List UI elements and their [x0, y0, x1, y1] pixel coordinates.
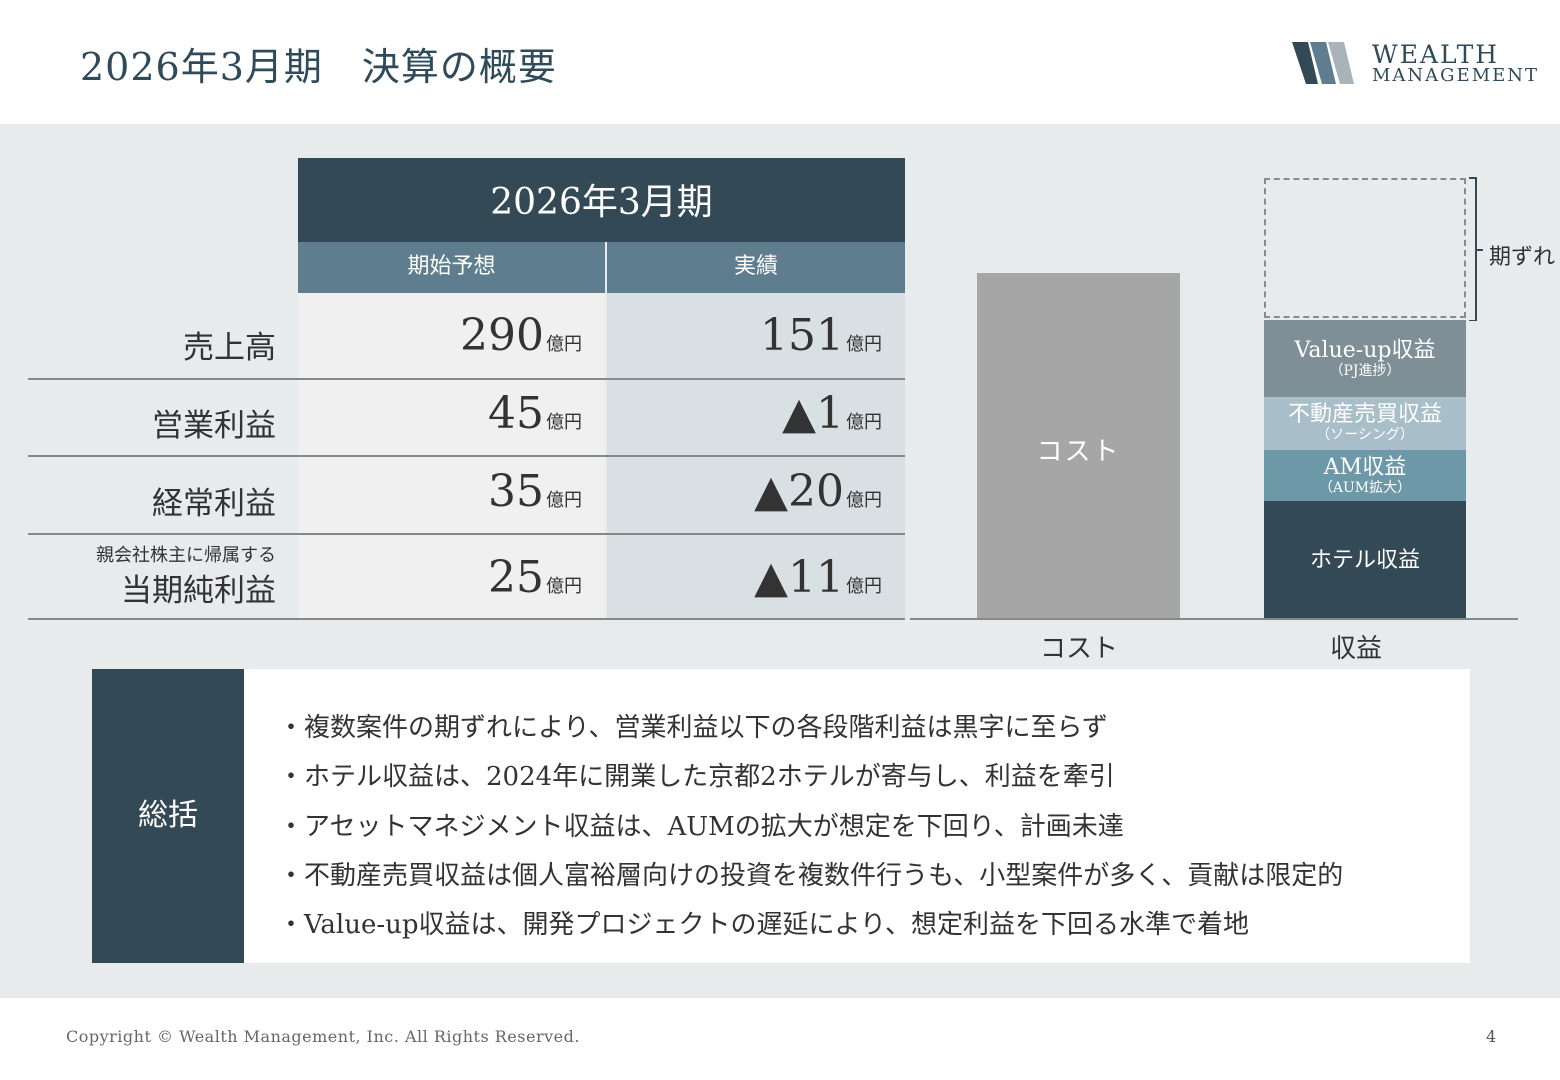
bar-segment-am: AM収益 （AUM拡大） [1264, 450, 1466, 501]
summary-tag: 総括 [92, 669, 244, 963]
row-label: 売上高 [183, 330, 276, 366]
copyright: Copyright © Wealth Management, Inc. All … [66, 1027, 580, 1046]
row-divider [28, 455, 905, 457]
chart-axis [910, 618, 1518, 620]
actual-value: ▲1 億円 [782, 388, 882, 439]
column-header-actual: 実績 [607, 242, 905, 293]
row-label-small: 親会社株主に帰属する [96, 545, 276, 566]
page-number: 4 [1486, 1027, 1497, 1046]
bar-cost: コスト [977, 273, 1180, 619]
summary-bullet: ・Value-up収益は、開発プロジェクトの遅延により、想定利益を下回る水準で着… [278, 910, 1249, 940]
x-label-cost: コスト [1039, 634, 1118, 664]
logo-line2: MANAGEMENT [1372, 65, 1540, 86]
logo-line1: WEALTH [1372, 40, 1500, 69]
bracket-icon [1469, 177, 1483, 321]
bar-segment-label: コスト [1036, 437, 1121, 467]
summary-bullet: ・ホテル収益は、2024年に開業した京都2ホテルが寄与し、利益を牽引 [278, 762, 1115, 792]
forecast-value: 35 億円 [488, 466, 582, 517]
forecast-value: 290 億円 [460, 310, 582, 361]
company-logo: WEALTH MANAGEMENT [1292, 40, 1537, 88]
forecast-value: 25 億円 [488, 552, 582, 603]
page-title: 2026年3月期 決算の概要 [80, 45, 557, 89]
summary-bullet: ・不動産売買収益は個人富裕層向けの投資を複数件行うも、小型案件が多く、貢献は限定… [278, 861, 1344, 891]
summary-box [92, 669, 1470, 963]
summary-bullet: ・アセットマネジメント収益は、AUMの拡大が想定を下回り、計画未達 [278, 812, 1124, 842]
bar-segment-real-estate: 不動産売買収益 （ソーシング） [1264, 397, 1466, 450]
column-header-forecast: 期始予想 [298, 242, 605, 293]
row-label: 営業利益 [152, 408, 276, 444]
summary-bullet: ・複数案件の期ずれにより、営業利益以下の各段階利益は黒字に至らず [278, 713, 1108, 743]
bracket-placeholder-box [1264, 178, 1466, 318]
logo-mark-icon [1292, 42, 1354, 84]
actual-value: 151 億円 [760, 310, 882, 361]
actual-value: ▲11 億円 [754, 552, 882, 603]
bar-segment-hotel: ホテル収益 [1264, 501, 1466, 619]
bracket-label: 期ずれ [1489, 245, 1556, 270]
x-label-revenue: 収益 [1329, 634, 1382, 664]
row-divider [28, 533, 905, 535]
row-divider [28, 618, 905, 620]
row-label: 経常利益 [152, 486, 276, 522]
bar-segment-value-up: Value-up収益 （PJ進捗） [1264, 320, 1466, 397]
forecast-value: 45 億円 [488, 388, 582, 439]
table-period-header: 2026年3月期 [298, 158, 905, 242]
actual-value: ▲20 億円 [754, 466, 882, 517]
row-divider [28, 378, 905, 380]
row-label: 当期純利益 [121, 573, 276, 609]
